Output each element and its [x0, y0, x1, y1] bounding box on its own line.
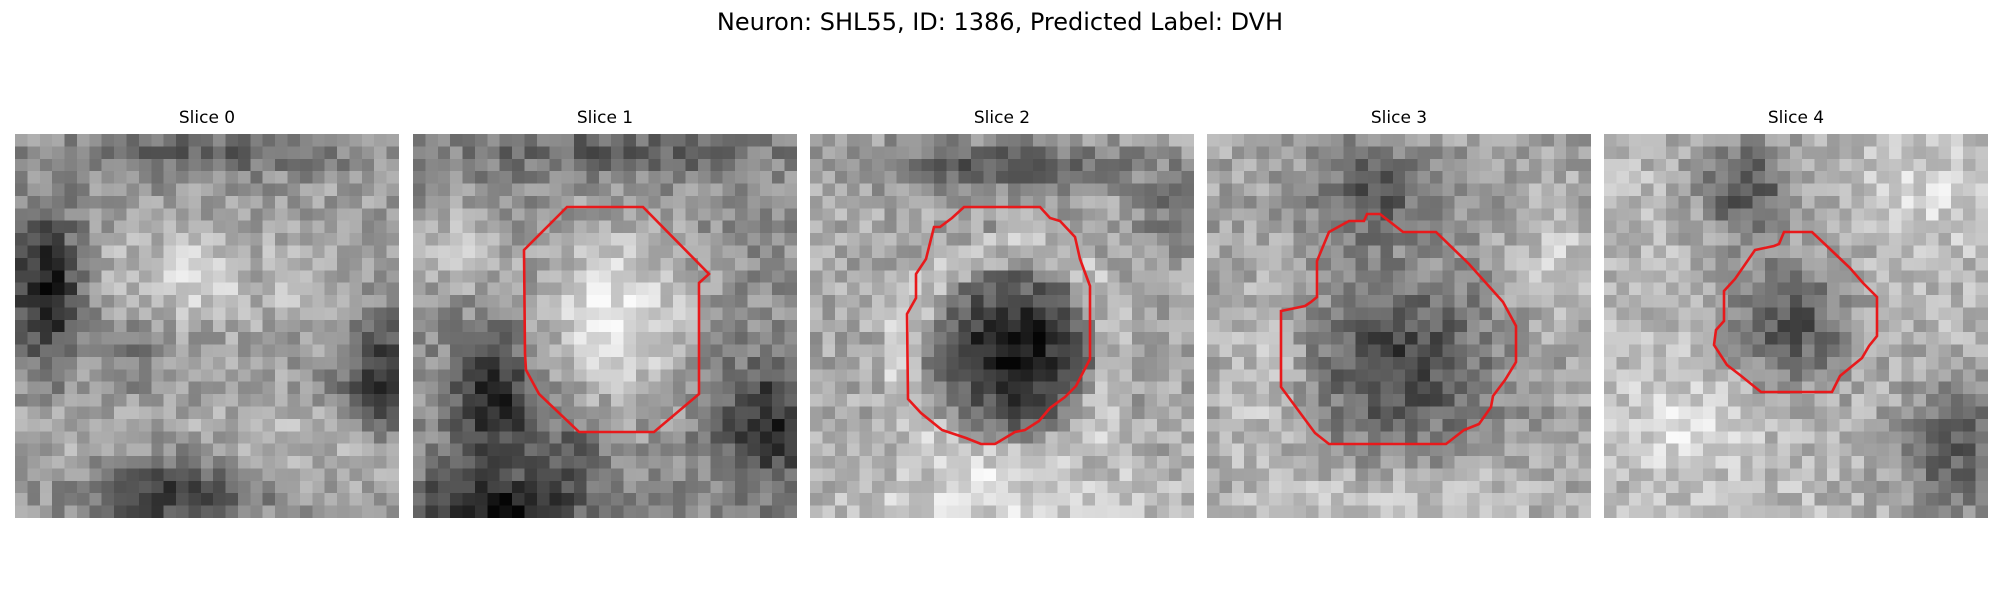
- roi-contour-line: [1712, 230, 1879, 394]
- slice-panel-4: Slice 4: [1604, 0, 1988, 600]
- slice-panel-0: Slice 0: [15, 0, 399, 600]
- roi-contour-line: [522, 205, 711, 434]
- slice-title: Slice 4: [1767, 108, 1825, 128]
- roi-contour: [1712, 230, 1879, 394]
- slice-image: [413, 134, 797, 518]
- slice-title: Slice 2: [973, 108, 1031, 128]
- roi-contour-line: [1279, 212, 1518, 446]
- slice-panel-3: Slice 3: [1207, 0, 1591, 600]
- slice-title: Slice 1: [576, 108, 634, 128]
- slice-panel-2: Slice 2: [810, 0, 1194, 600]
- slice-title: Slice 3: [1370, 108, 1428, 128]
- figure-title: Neuron: SHL55, ID: 1386, Predicted Label…: [716, 8, 1284, 36]
- slice-image: [15, 134, 399, 518]
- roi-contour: [1279, 212, 1518, 446]
- roi-contour-line: [905, 205, 1092, 446]
- slice-panel-1: Slice 1: [413, 0, 797, 600]
- roi-contour: [905, 205, 1092, 446]
- slice-image: [1604, 134, 1988, 518]
- slice-image: [1207, 134, 1591, 518]
- roi-contour: [522, 205, 711, 434]
- slice-title: Slice 0: [178, 108, 236, 128]
- slice-image: [810, 134, 1194, 518]
